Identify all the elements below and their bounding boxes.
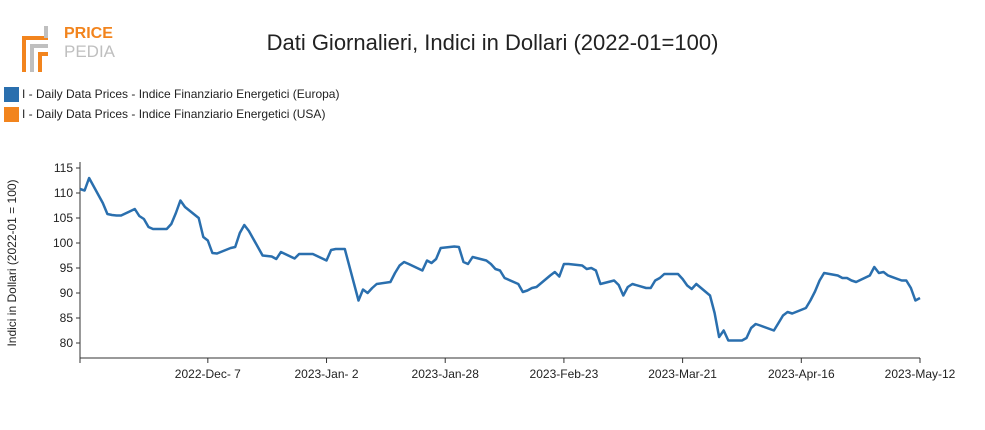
logo-mark: PRICE PEDIA (22, 25, 116, 72)
y-tick-label: 80 (60, 336, 74, 350)
legend-item-europa[interactable]: I - Daily Data Prices - Indice Finanziar… (4, 84, 339, 104)
pricepedia-logo: PRICE PEDIA (18, 22, 128, 74)
legend-label-europa: I - Daily Data Prices - Indice Finanziar… (22, 87, 340, 101)
legend-swatch-usa (4, 106, 19, 122)
x-tick-label: 2023-Feb-23 (530, 367, 599, 381)
y-tick-label: 95 (60, 261, 74, 275)
x-tick-label: 2022-Dec- 7 (175, 367, 241, 381)
y-tick-label: 115 (54, 161, 73, 175)
y-axis-title: Indici in Dollari (2022-01 = 100) (5, 179, 19, 346)
line-chart: 80 85 90 95 100 105 110 115 2022-Dec- 7 2023-Jan-… (5, 161, 956, 381)
legend-item-usa[interactable]: I - Daily Data Prices - Indice Finanziar… (4, 104, 339, 124)
logo-text-price: PRICE (64, 25, 113, 42)
x-tick-label: 2023-Jan-28 (412, 367, 480, 381)
y-tick-label: 105 (53, 211, 73, 225)
y-tick-label: 85 (60, 311, 74, 325)
y-tick-label: 90 (60, 286, 74, 300)
x-tick-label: 2023-Mar-21 (648, 367, 717, 381)
x-tick-label: 2023-Apr-16 (768, 367, 835, 381)
legend-swatch-europa (4, 86, 19, 102)
y-tick-label: 110 (54, 186, 73, 200)
chart-title: Dati Giornalieri, Indici in Dollari (202… (266, 30, 719, 55)
legend-label-usa: I - Daily Data Prices - Indice Finanziar… (22, 107, 326, 121)
logo-text-pedia: PEDIA (64, 42, 116, 61)
x-tick-label: 2023-May-12 (885, 367, 956, 381)
series-line-europa (79, 176, 921, 342)
x-tick-label: 2023-Jan- 2 (294, 367, 358, 381)
y-tick-label: 100 (53, 236, 73, 250)
legend[interactable]: I - Daily Data Prices - Indice Finanziar… (4, 84, 339, 124)
